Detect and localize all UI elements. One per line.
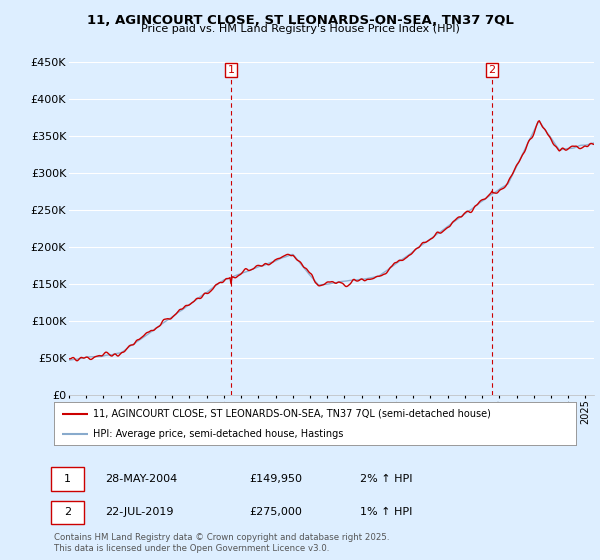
Text: £275,000: £275,000 [249, 507, 302, 517]
Text: 11, AGINCOURT CLOSE, ST LEONARDS-ON-SEA, TN37 7QL: 11, AGINCOURT CLOSE, ST LEONARDS-ON-SEA,… [86, 14, 514, 27]
Text: 2% ↑ HPI: 2% ↑ HPI [360, 474, 413, 484]
Text: £149,950: £149,950 [249, 474, 302, 484]
Text: 1% ↑ HPI: 1% ↑ HPI [360, 507, 412, 517]
Text: 22-JUL-2019: 22-JUL-2019 [105, 507, 173, 517]
Text: 2: 2 [488, 65, 496, 75]
Text: 28-MAY-2004: 28-MAY-2004 [105, 474, 177, 484]
Text: 1: 1 [227, 65, 235, 75]
Text: Contains HM Land Registry data © Crown copyright and database right 2025.
This d: Contains HM Land Registry data © Crown c… [54, 533, 389, 553]
Text: 1: 1 [64, 474, 71, 484]
Text: 11, AGINCOURT CLOSE, ST LEONARDS-ON-SEA, TN37 7QL (semi-detached house): 11, AGINCOURT CLOSE, ST LEONARDS-ON-SEA,… [93, 409, 491, 419]
Text: HPI: Average price, semi-detached house, Hastings: HPI: Average price, semi-detached house,… [93, 430, 344, 440]
Text: 2: 2 [64, 507, 71, 517]
Text: Price paid vs. HM Land Registry's House Price Index (HPI): Price paid vs. HM Land Registry's House … [140, 24, 460, 34]
